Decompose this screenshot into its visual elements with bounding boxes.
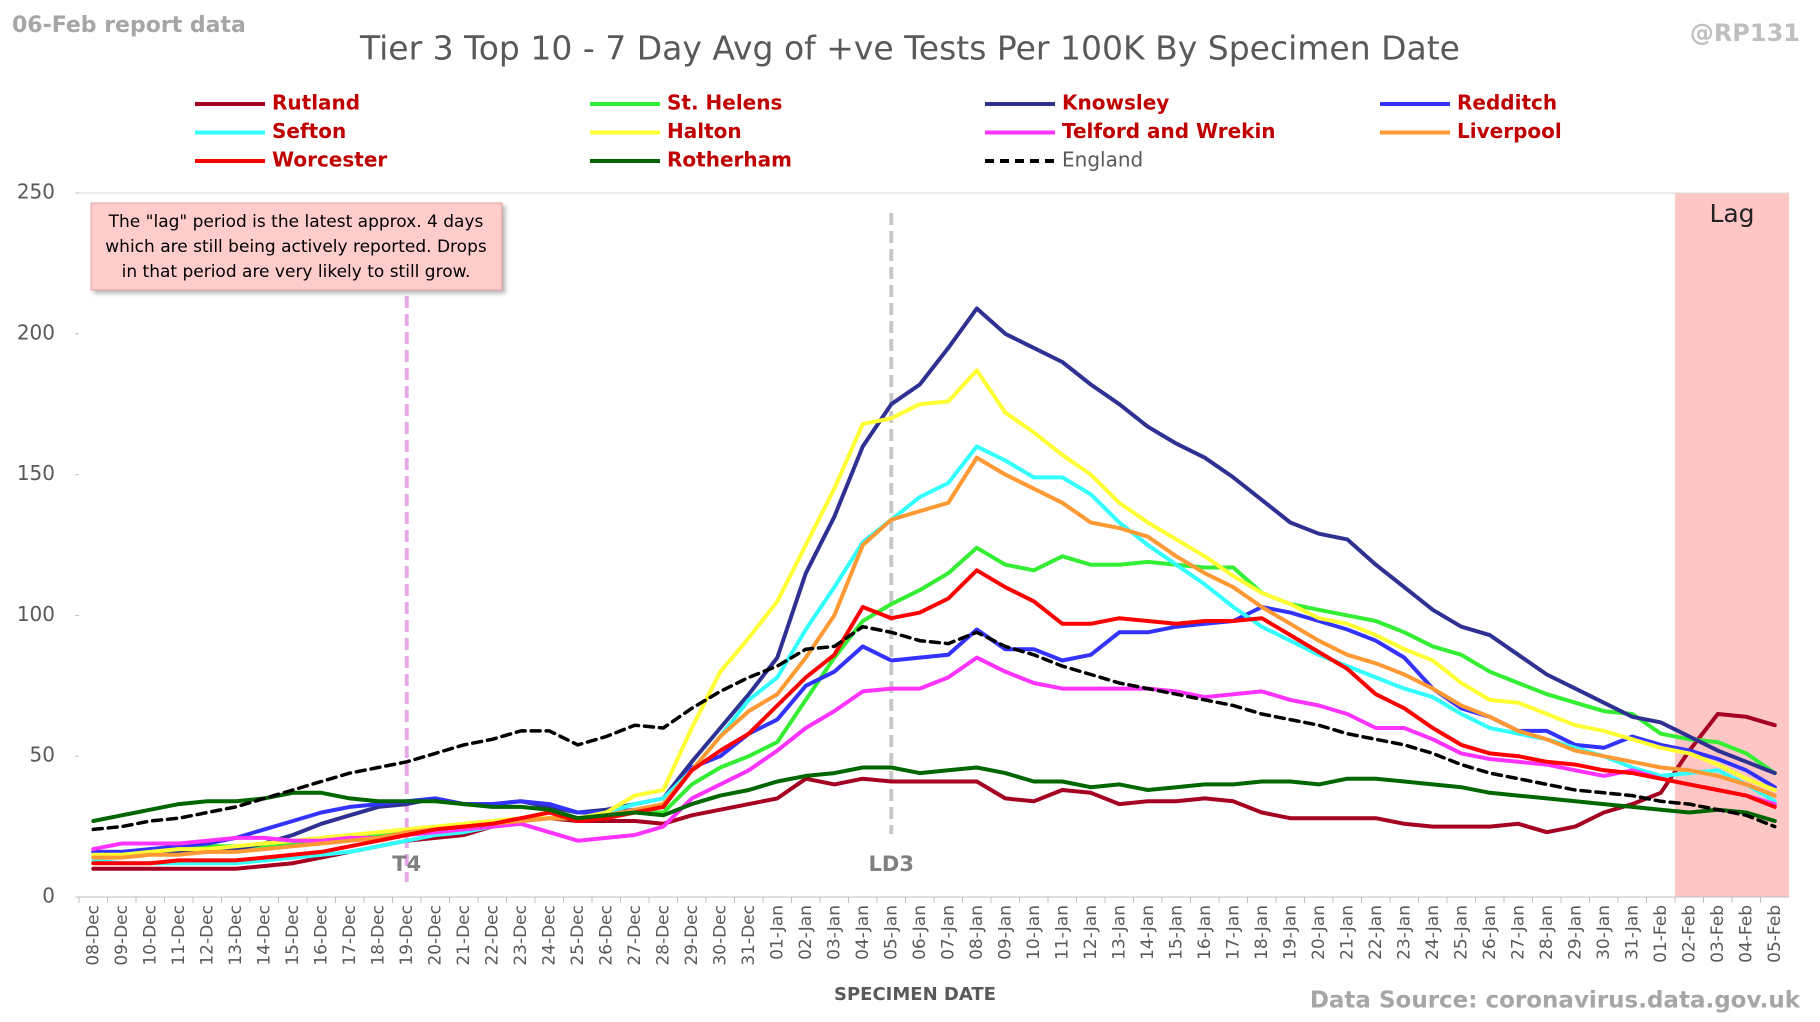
legend-label: Telford and Wrekin: [1062, 119, 1276, 143]
note-box: [90, 202, 503, 291]
x-tick-label: 10-Jan: [1024, 905, 1044, 960]
x-tick-label: 29-Jan: [1565, 905, 1585, 960]
x-tick-label: 24-Jan: [1423, 905, 1443, 960]
x-tick-label: 23-Dec: [511, 905, 531, 966]
x-tick-label: 22-Jan: [1366, 905, 1386, 960]
legend-label: Worcester: [272, 148, 387, 172]
y-tick-label: 150: [17, 461, 55, 485]
x-tick-label: 01-Feb: [1651, 905, 1671, 963]
series-line: [91, 545, 1777, 854]
x-tick-label: 10-Dec: [140, 905, 160, 966]
legend-label: Sefton: [272, 119, 346, 143]
note-text: in that period are very likely to still …: [122, 262, 471, 282]
x-tick-label: 05-Feb: [1765, 905, 1785, 963]
x-tick-label: 06-Jan: [910, 905, 930, 960]
x-tick-label: 05-Jan: [881, 905, 901, 960]
x-tick-label: 15-Jan: [1166, 905, 1186, 960]
x-tick-label: 18-Dec: [368, 905, 388, 966]
x-tick-label: 21-Jan: [1337, 905, 1357, 960]
annotation-label: T4: [392, 852, 421, 876]
x-tick-label: 27-Jan: [1508, 905, 1528, 960]
x-tick-label: 17-Jan: [1223, 905, 1243, 960]
x-tick-label: 03-Jan: [824, 905, 844, 960]
x-tick-label: 16-Dec: [311, 905, 331, 966]
x-tick-label: 13-Dec: [226, 905, 246, 966]
x-tick-label: 25-Jan: [1451, 905, 1471, 960]
x-tick-label: 21-Dec: [454, 905, 474, 966]
series-line: [91, 624, 1777, 832]
y-tick-label: 0: [42, 884, 55, 908]
y-tick-label: 50: [30, 743, 55, 767]
x-tick-label: 02-Feb: [1679, 905, 1699, 963]
x-tick-label: 01-Jan: [767, 905, 787, 960]
note-text: which are still being actively reported.…: [105, 237, 487, 257]
x-tick-label: 19-Dec: [397, 905, 417, 966]
x-tick-label: 12-Jan: [1081, 905, 1101, 960]
x-tick-label: 30-Jan: [1594, 905, 1614, 960]
series-line: [91, 765, 1777, 823]
x-tick-label: 31-Jan: [1622, 905, 1642, 960]
x-tick-label: 26-Dec: [596, 905, 616, 966]
x-tick-label: 11-Jan: [1052, 905, 1072, 960]
x-tick-label: 08-Dec: [83, 905, 103, 966]
x-tick-label: 20-Jan: [1309, 905, 1329, 960]
x-tick-label: 14-Jan: [1138, 905, 1158, 960]
x-tick-label: 13-Jan: [1109, 905, 1129, 960]
x-tick-label: 15-Dec: [283, 905, 303, 966]
lag-label: Lag: [1709, 199, 1754, 228]
y-tick-label: 100: [17, 602, 55, 626]
x-tick-label: 28-Dec: [653, 905, 673, 966]
source: Data Source: coronavirus.data.gov.uk: [1310, 988, 1801, 1014]
legend-label: Halton: [667, 119, 742, 143]
series-line: [91, 568, 1777, 866]
series-line: [91, 455, 1777, 860]
legend-label: Knowsley: [1062, 91, 1169, 115]
x-tick-label: 09-Dec: [112, 905, 132, 966]
y-tick-label: 250: [17, 180, 55, 204]
legend-label: Redditch: [1457, 91, 1557, 115]
handle: @RP131: [1690, 19, 1800, 47]
report-label: 06-Feb report data: [12, 13, 246, 38]
x-tick-label: 19-Jan: [1280, 905, 1300, 960]
x-tick-label: 25-Dec: [568, 905, 588, 966]
legend-label: Liverpool: [1457, 119, 1562, 143]
legend-label: England: [1062, 148, 1143, 172]
x-tick-label: 11-Dec: [169, 905, 189, 966]
x-tick-label: 29-Dec: [682, 905, 702, 966]
x-tick-label: 16-Jan: [1195, 905, 1215, 960]
x-tick-label: 30-Dec: [710, 905, 730, 966]
series-line: [91, 306, 1777, 857]
series-line: [91, 368, 1777, 857]
chart-title: Tier 3 Top 10 - 7 Day Avg of +ve Tests P…: [359, 29, 1460, 68]
x-tick-label: 17-Dec: [340, 905, 360, 966]
x-tick-label: 07-Jan: [938, 905, 958, 960]
x-tick-label: 02-Jan: [796, 905, 816, 960]
x-tick-label: 20-Dec: [425, 905, 445, 966]
x-tick-label: 03-Feb: [1708, 905, 1728, 963]
x-tick-label: 18-Jan: [1252, 905, 1272, 960]
x-tick-label: 26-Jan: [1480, 905, 1500, 960]
note-text: The "lag" period is the latest approx. 4…: [108, 212, 484, 232]
x-tick-label: 04-Jan: [853, 905, 873, 960]
x-tick-label: 24-Dec: [539, 905, 559, 966]
x-tick-label: 22-Dec: [482, 905, 502, 966]
x-tick-label: 27-Dec: [625, 905, 645, 966]
x-tick-label: 12-Dec: [197, 905, 217, 966]
x-tick-label: 14-Dec: [254, 905, 274, 966]
legend-label: Rutland: [272, 91, 360, 115]
x-tick-label: 09-Jan: [995, 905, 1015, 960]
x-tick-label: 08-Jan: [967, 905, 987, 960]
annotation-label: LD3: [869, 852, 914, 876]
x-tick-label: 04-Feb: [1736, 905, 1756, 963]
series-line: [91, 444, 1777, 866]
x-tick-label: 28-Jan: [1537, 905, 1557, 960]
x-tick-label: 31-Dec: [739, 905, 759, 966]
y-tick-label: 200: [17, 320, 55, 344]
x-axis-title: SPECIMEN DATE: [834, 984, 996, 1005]
legend-label: St. Helens: [667, 91, 782, 115]
x-tick-label: 23-Jan: [1394, 905, 1414, 960]
legend-label: Rotherham: [667, 148, 792, 172]
